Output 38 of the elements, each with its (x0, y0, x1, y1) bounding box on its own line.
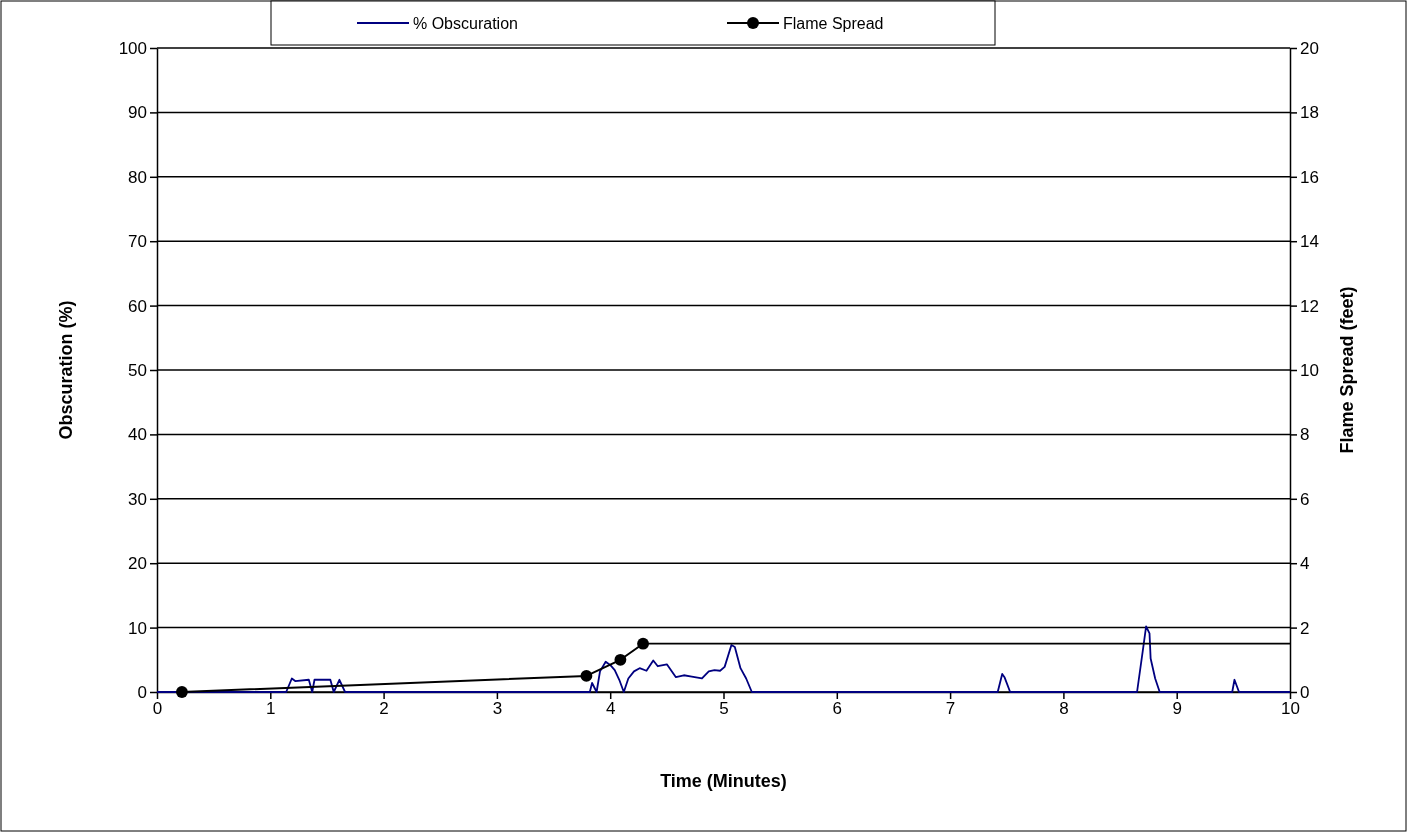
y-tick-label: 70 (128, 232, 147, 252)
y-tick-label: 100 (118, 38, 147, 58)
y2-tick-label: 12 (1300, 296, 1319, 316)
y2-tick-label: 2 (1300, 618, 1310, 638)
y2-tick-label: 20 (1300, 38, 1319, 58)
x-axis-title: Time (Minutes) (660, 771, 787, 791)
x-tick-label: 7 (945, 699, 956, 719)
x-tick-label: 6 (832, 699, 843, 719)
x-tick-label: 5 (719, 699, 729, 719)
y-tick-label: 10 (128, 618, 147, 638)
y2-tick-label: 4 (1300, 554, 1310, 574)
y2-tick-label: 10 (1300, 360, 1319, 380)
y-axis-title: Obscuration (%) (56, 300, 76, 440)
x-tick-label: 2 (379, 699, 389, 719)
y-tick-label: 20 (128, 554, 147, 574)
y-tick-label: 30 (128, 489, 147, 509)
x-tick-label: 4 (605, 699, 616, 719)
y-tick-label: 90 (128, 103, 147, 123)
y-tick-label: 40 (128, 425, 147, 445)
x-tick-label: 3 (492, 699, 503, 719)
x-tick-label: 1 (266, 699, 276, 719)
legend-label: Flame Spread (783, 15, 884, 32)
y2-tick-label: 8 (1300, 425, 1310, 445)
y2-tick-label: 16 (1300, 167, 1319, 187)
x-tick-label: 10 (1281, 699, 1300, 719)
y2-tick-label: 6 (1300, 489, 1310, 509)
x-tick-label: 0 (152, 699, 163, 719)
y2-axis-title: Flame Spread (feet) (1337, 286, 1357, 454)
y2-tick-label: 18 (1300, 103, 1319, 123)
y-tick-label: 50 (128, 360, 147, 380)
x-tick-label: 9 (1172, 699, 1182, 719)
y-tick-label: 60 (128, 296, 147, 316)
y2-tick-label: 0 (1300, 682, 1310, 702)
y-tick-label: 80 (128, 167, 147, 187)
y-tick-label: 0 (137, 682, 147, 702)
legend-label: % Obscuration (413, 15, 518, 32)
y2-tick-label: 14 (1300, 232, 1319, 252)
x-tick-label: 8 (1059, 699, 1069, 719)
